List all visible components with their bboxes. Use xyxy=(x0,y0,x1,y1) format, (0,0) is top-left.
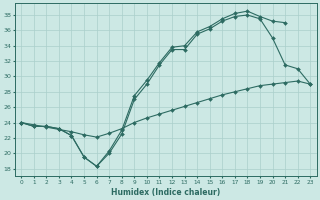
X-axis label: Humidex (Indice chaleur): Humidex (Indice chaleur) xyxy=(111,188,220,197)
